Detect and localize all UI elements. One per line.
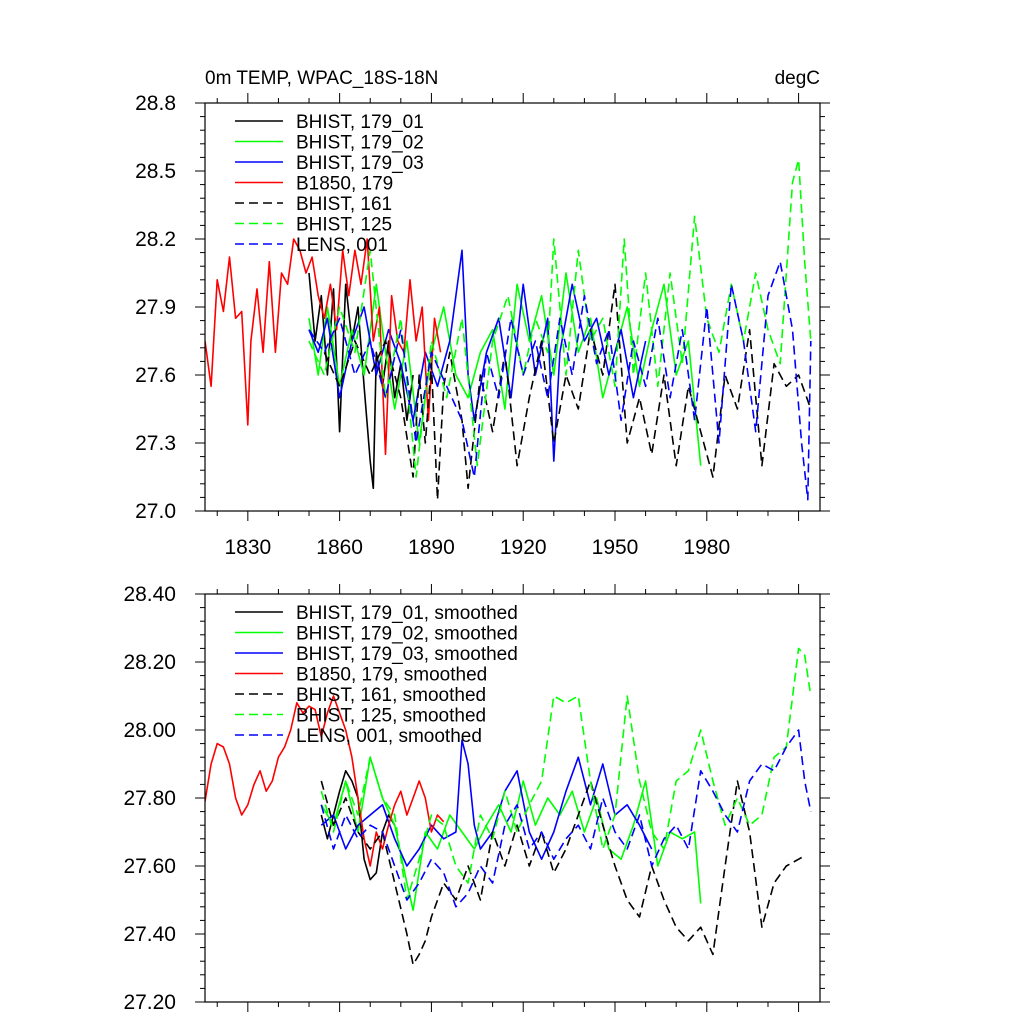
bottom-series-line-5 [320, 647, 812, 901]
top-legend-label-4: BHIST, 161 [296, 194, 392, 215]
bottom-legend-label-4: BHIST, 161, smoothed [296, 685, 486, 706]
top-y-tick-label: 27.6 [135, 364, 176, 387]
top-series-line-5 [308, 158, 812, 478]
bottom-chart: 27.20 27.40 27.60 27.80 28.00 28.20 28.40 BHIST… [123, 583, 830, 1014]
top-legend-label-1: BHIST, 179_02 [296, 133, 424, 154]
top-y-tick-label: 27.9 [135, 296, 176, 319]
bottom-y-tick-label: 27.40 [123, 923, 176, 946]
bottom-y-tick-label: 27.80 [123, 787, 176, 810]
bottom-series-line-6 [320, 729, 812, 908]
top-legend-label-6: LENS, 001 [296, 235, 388, 256]
bottom-series-line-4 [320, 780, 806, 966]
top-x-tick-label: 1920 [500, 536, 547, 559]
bottom-legend-label-0: BHIST, 179_01, smoothed [296, 603, 518, 624]
top-series-line-1 [308, 272, 702, 466]
bottom-series-line-1 [320, 756, 702, 912]
top-y-tick-label: 28.2 [135, 228, 176, 251]
top-x-tick-label: 1890 [408, 536, 455, 559]
bottom-series-line-3 [205, 695, 445, 867]
bottom-y-tick-label: 27.60 [123, 855, 176, 878]
top-y-tick-label: 28.5 [135, 160, 176, 183]
top-chart-title: 0m TEMP, WPAC_18S-18N [205, 68, 438, 89]
top-series-line-0 [308, 272, 414, 490]
bottom-legend-label-6: LENS, 001, smoothed [296, 726, 482, 747]
top-series-line-2 [308, 249, 647, 462]
bottom-y-tick-label: 28.20 [123, 651, 176, 674]
top-legend-label-0: BHIST, 179_01 [296, 112, 424, 133]
bottom-series-line-2 [320, 739, 653, 867]
top-x-tick-label: 1950 [592, 536, 639, 559]
bottom-legend-label-3: B1850, 179, smoothed [296, 665, 487, 686]
top-series-line-6 [308, 260, 812, 501]
top-x-tick-label: 1830 [224, 536, 271, 559]
top-series-line-4 [323, 283, 812, 501]
top-legend-label-2: BHIST, 179_03 [296, 153, 424, 174]
top-x-tick-label: 1980 [683, 536, 730, 559]
bottom-legend-label-5: BHIST, 125, smoothed [296, 706, 486, 727]
top-y-tick-label: 28.8 [135, 92, 176, 115]
bottom-y-tick-label: 27.20 [123, 991, 176, 1014]
top-y-tick-label: 27.3 [135, 432, 176, 455]
top-y-tick-label: 27.0 [135, 500, 176, 523]
top-chart: 0m TEMP, WPAC_18S-18N degC 27.027.327.62… [135, 68, 830, 559]
bottom-legend-label-1: BHIST, 179_02, smoothed [296, 624, 518, 645]
bottom-legend-label-2: BHIST, 179_03, smoothed [296, 644, 518, 665]
bottom-y-tick-label: 28.00 [123, 719, 176, 742]
top-legend-label-3: B1850, 179 [296, 174, 393, 195]
bottom-y-tick-label: 28.40 [123, 583, 176, 606]
top-legend-label-5: BHIST, 125 [296, 215, 392, 236]
top-series-line-3 [205, 238, 442, 456]
bottom-plot-area: 27.20 27.40 27.60 27.80 28.00 28.20 28.40 BHIST… [123, 583, 830, 1014]
top-plot-area: 27.0 27.3 27.6 27.9 28.2 28.5 28.8 1830 1860 1890… [135, 92, 830, 559]
top-x-tick-label: 1860 [316, 536, 363, 559]
top-chart-units: degC [775, 68, 820, 89]
